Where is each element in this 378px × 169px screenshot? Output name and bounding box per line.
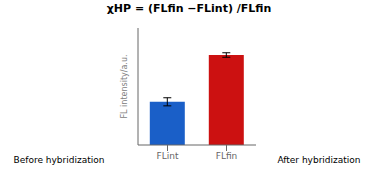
svg-text:FL intensity/a.u.: FL intensity/a.u. — [120, 54, 129, 118]
html-text:After hybridization: After hybridization — [277, 155, 361, 165]
html-text:Before hybridization: Before hybridization — [13, 155, 105, 165]
svg-text:FLint: FLint — [157, 151, 179, 161]
html-text:χHP = (FLfin −FLint) /FLfin: χHP = (FLfin −FLint) /FLfin — [106, 2, 272, 15]
svg-text:FLfin: FLfin — [216, 151, 238, 161]
